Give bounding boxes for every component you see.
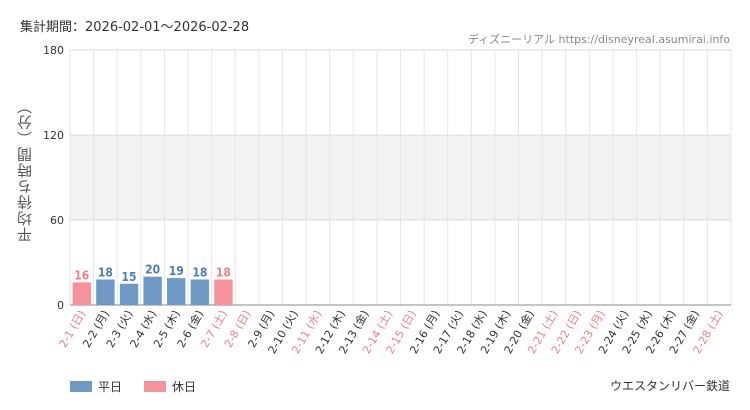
bar-value-label: 16 (74, 268, 89, 282)
legend-label-holiday: 休日 (172, 380, 197, 394)
bar-value-label: 15 (122, 270, 137, 284)
bar-value-label: 19 (169, 264, 184, 278)
legend-swatch-weekday (70, 381, 92, 392)
bar-value-label: 18 (98, 266, 113, 280)
bar (214, 279, 233, 305)
bar-value-label: 18 (216, 266, 231, 280)
bar (72, 282, 92, 305)
legend-label-weekday: 平日 (98, 380, 123, 394)
site-credit: ディズニーリアル https://disneyreal.asumirai.inf… (467, 33, 730, 46)
bar (96, 279, 115, 305)
legend-item-holiday: 休日 (144, 378, 196, 395)
y-tick-label: 0 (57, 299, 64, 312)
y-tick-label: 180 (43, 44, 64, 57)
legend-swatch-holiday (144, 381, 167, 392)
bar (190, 279, 210, 305)
y-tick-label: 120 (43, 129, 64, 142)
attraction-name: ウエスタンリバー鉄道 (609, 379, 730, 393)
bar-value-label: 20 (145, 263, 160, 277)
y-tick-label: 60 (50, 214, 64, 227)
aggregation-period: 集計期間：2026-02-01～2026-02-28 (20, 20, 250, 35)
bar (119, 283, 139, 305)
legend-item-weekday: 平日 (70, 378, 122, 395)
bar-value-label: 18 (192, 266, 207, 280)
bar (167, 278, 186, 305)
bar (143, 276, 162, 305)
chart-legend: 平日 休日 (70, 378, 196, 395)
